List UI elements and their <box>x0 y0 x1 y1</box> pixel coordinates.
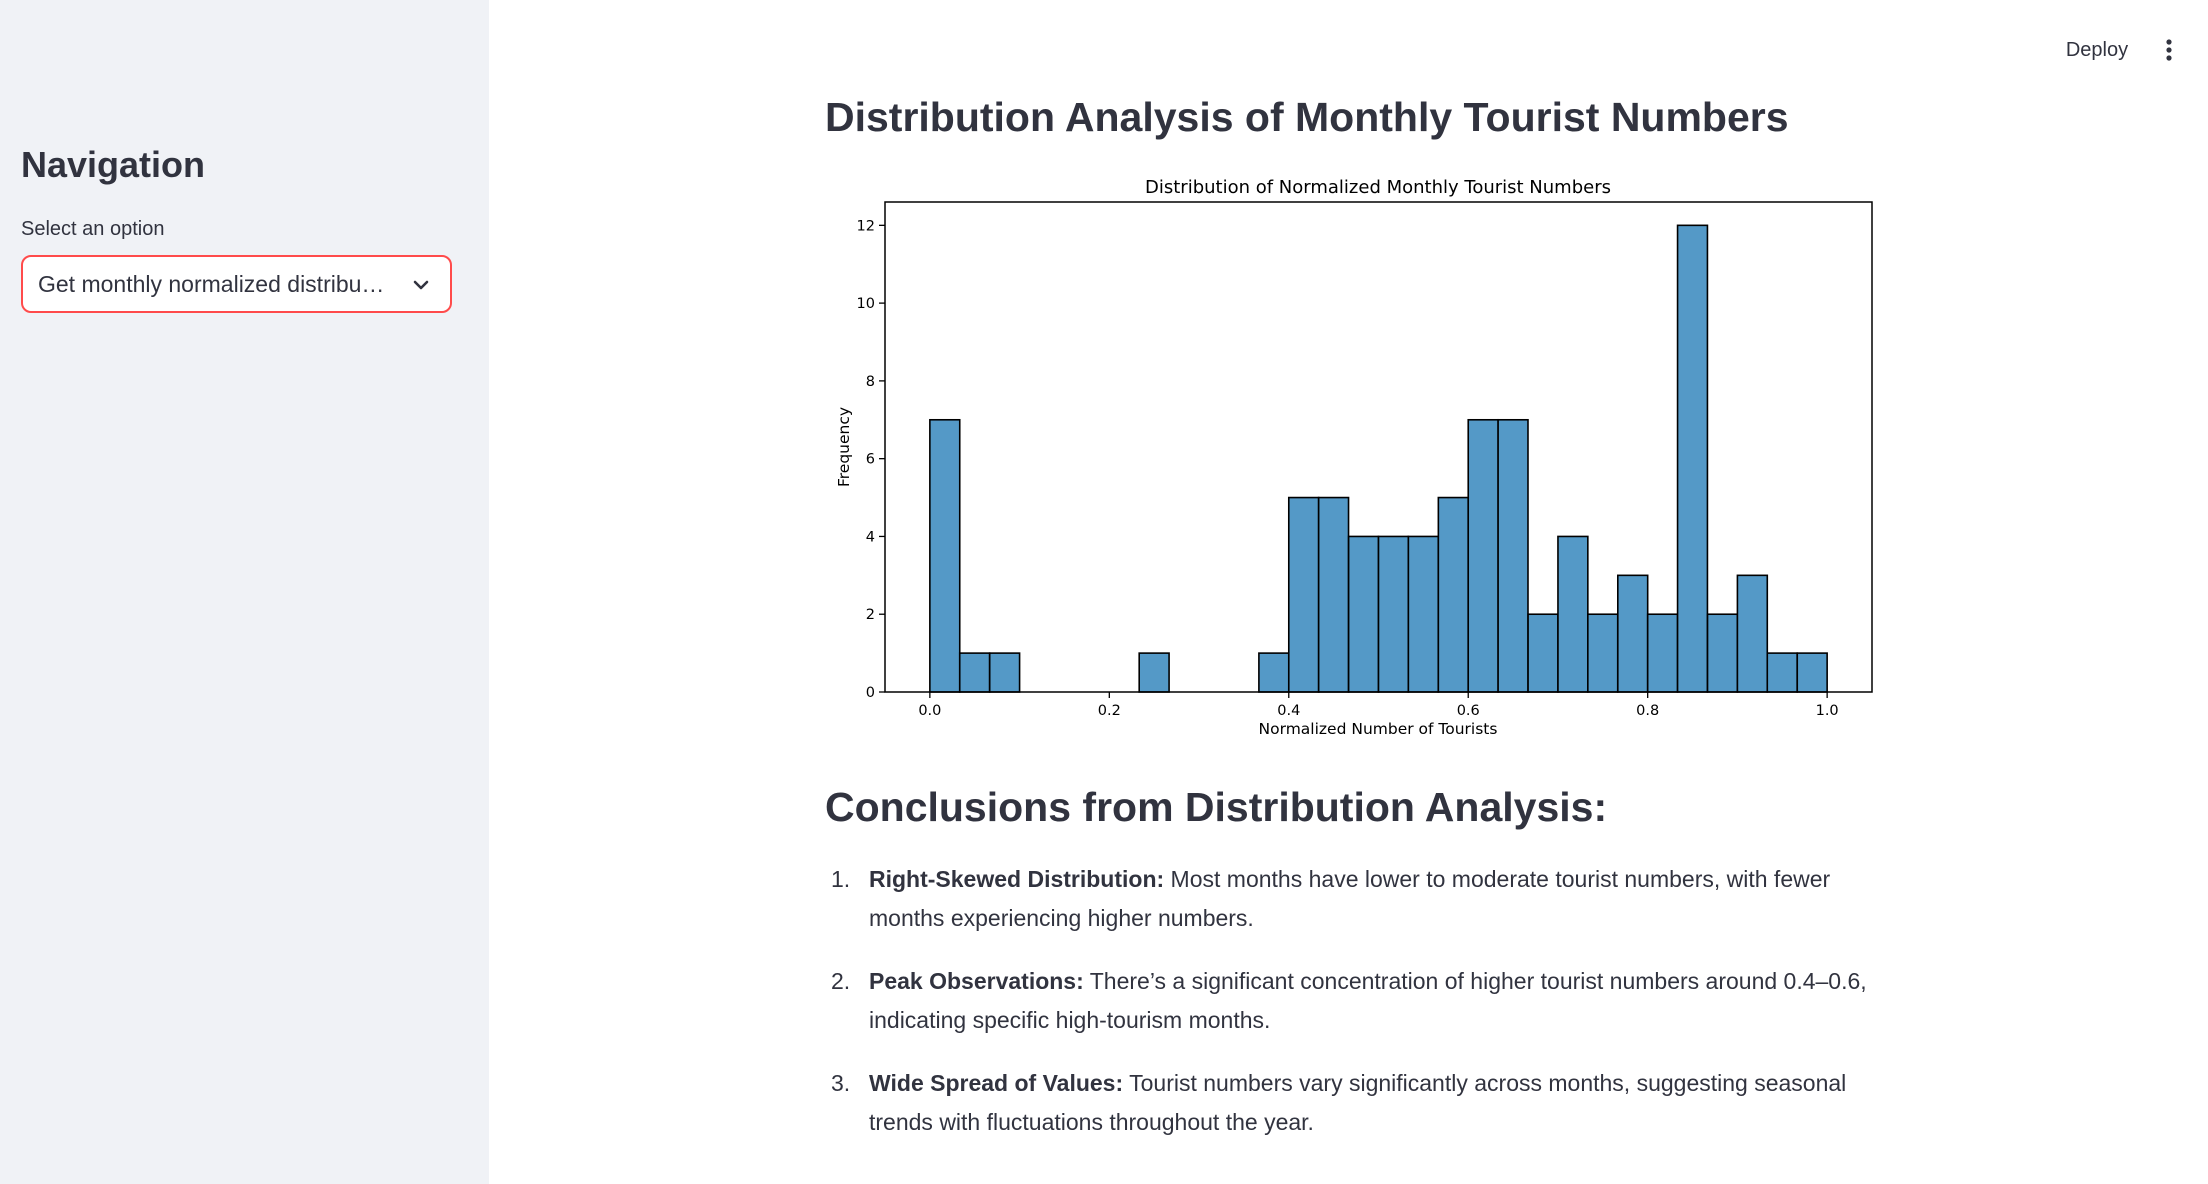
y-tick-label: 0 <box>866 685 875 701</box>
histogram-chart: Distribution of Normalized Monthly Touri… <box>835 177 1873 738</box>
more-vertical-icon[interactable] <box>2158 32 2180 68</box>
list-number: 1. <box>831 866 851 892</box>
select-value: Get monthly normalized distribu… <box>38 270 385 297</box>
select-label: Select an option <box>21 218 165 240</box>
list-item: 1. Right-Skewed Distribution: Most month… <box>825 860 1885 938</box>
list-item: 3. Wide Spread of Values: Tourist number… <box>825 1064 1885 1142</box>
sidebar: Navigation Select an option Get monthly … <box>0 0 489 1184</box>
conclusion-text: There’s a significant concentration of h… <box>869 968 1867 1033</box>
conclusion-lead: Peak Observations: <box>869 968 1084 994</box>
histogram-bar <box>1706 613 1739 693</box>
histogram-bar <box>1347 535 1380 693</box>
y-tick-label: 12 <box>857 218 875 234</box>
histogram-bar <box>1437 496 1470 693</box>
histogram-bar <box>1676 224 1709 693</box>
y-tick-label: 10 <box>857 296 875 312</box>
histogram-bar <box>1317 496 1350 693</box>
list-item: 2. Peak Observations: There’s a signific… <box>825 962 1885 1040</box>
histogram-bar <box>1766 652 1798 693</box>
x-tick-label: 0.2 <box>1098 703 1121 719</box>
x-axis-label: Normalized Number of Tourists <box>1259 720 1498 738</box>
histogram-bar <box>1377 535 1410 693</box>
x-tick-label: 0.0 <box>918 703 941 719</box>
chart-title: Distribution of Normalized Monthly Touri… <box>1145 177 1611 198</box>
y-axis-label: Frequency <box>835 407 853 487</box>
list-number: 3. <box>831 1070 851 1096</box>
list-number: 2. <box>831 968 851 994</box>
conclusion-lead: Wide Spread of Values: <box>869 1070 1124 1096</box>
y-tick-label: 4 <box>866 529 875 545</box>
option-select[interactable]: Get monthly normalized distribu… <box>21 255 452 313</box>
histogram-bar <box>988 652 1021 693</box>
histogram-bar <box>1407 535 1440 693</box>
conclusions-title: Conclusions from Distribution Analysis: <box>825 784 1608 830</box>
histogram-bar <box>1527 613 1559 693</box>
chevron-down-icon <box>413 280 429 290</box>
x-tick-label: 0.8 <box>1636 703 1659 719</box>
y-tick-label: 8 <box>866 374 875 390</box>
x-tick-label: 1.0 <box>1816 703 1839 719</box>
histogram-bar <box>1258 652 1290 693</box>
y-tick-label: 6 <box>866 452 875 468</box>
conclusion-text: Tourist numbers vary significantly acros… <box>869 1070 1847 1135</box>
histogram-bar <box>1587 613 1619 693</box>
histogram-bar <box>1287 496 1320 693</box>
plot-frame <box>884 201 1873 693</box>
conclusions-list: 1. Right-Skewed Distribution: Most month… <box>825 860 1885 1166</box>
histogram-bar <box>1557 535 1589 693</box>
histogram-bar <box>929 418 961 693</box>
histogram-bar <box>1138 652 1170 693</box>
conclusion-lead: Right-Skewed Distribution: <box>869 866 1165 892</box>
page-title: Distribution Analysis of Monthly Tourist… <box>825 94 1789 140</box>
x-tick-label: 0.6 <box>1457 703 1480 719</box>
sidebar-title: Navigation <box>21 144 206 185</box>
conclusion-text: Most months have lower to moderate touri… <box>869 866 1831 931</box>
x-tick-label: 0.4 <box>1277 703 1300 719</box>
histogram-bar <box>958 652 991 693</box>
histogram-bar <box>1796 652 1828 693</box>
deploy-button[interactable]: Deploy <box>2065 38 2129 61</box>
histogram-bar <box>1617 574 1649 693</box>
histogram-bar <box>1646 613 1679 693</box>
histogram-bar <box>1467 418 1499 693</box>
histogram-bar <box>1736 574 1769 693</box>
y-tick-label: 2 <box>866 607 875 623</box>
histogram-bar <box>1497 418 1529 693</box>
